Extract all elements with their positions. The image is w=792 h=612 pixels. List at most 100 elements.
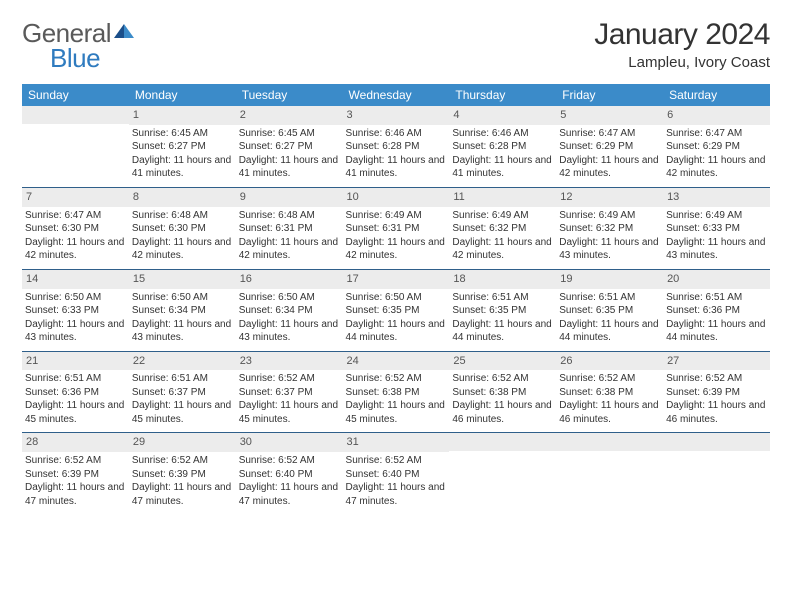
sunrise-line: Sunrise: 6:50 AM <box>25 291 126 305</box>
daylight-line: Daylight: 11 hours and 47 minutes. <box>346 481 447 508</box>
day-number: 29 <box>129 433 236 452</box>
month-title: January 2024 <box>594 18 770 52</box>
day-number: 4 <box>449 106 556 125</box>
day-cell: 8Sunrise: 6:48 AMSunset: 6:30 PMDaylight… <box>129 187 236 269</box>
day-cell: 10Sunrise: 6:49 AMSunset: 6:31 PMDayligh… <box>343 187 450 269</box>
day-number: 22 <box>129 352 236 371</box>
sunset-line: Sunset: 6:30 PM <box>132 222 233 236</box>
day-number: 13 <box>663 188 770 207</box>
day-number: 18 <box>449 270 556 289</box>
day-number: 16 <box>236 270 343 289</box>
day-cell: 12Sunrise: 6:49 AMSunset: 6:32 PMDayligh… <box>556 187 663 269</box>
daylight-line: Daylight: 11 hours and 43 minutes. <box>559 236 660 263</box>
day-cell: 21Sunrise: 6:51 AMSunset: 6:36 PMDayligh… <box>22 351 129 433</box>
sunset-line: Sunset: 6:38 PM <box>346 386 447 400</box>
empty-day <box>22 106 129 124</box>
day-number: 14 <box>22 270 129 289</box>
daylight-line: Daylight: 11 hours and 46 minutes. <box>452 399 553 426</box>
sunset-line: Sunset: 6:33 PM <box>666 222 767 236</box>
daylight-line: Daylight: 11 hours and 45 minutes. <box>239 399 340 426</box>
daylight-line: Daylight: 11 hours and 42 minutes. <box>346 236 447 263</box>
sunrise-line: Sunrise: 6:52 AM <box>346 454 447 468</box>
day-cell: 6Sunrise: 6:47 AMSunset: 6:29 PMDaylight… <box>663 106 770 187</box>
sunrise-line: Sunrise: 6:52 AM <box>239 454 340 468</box>
daylight-line: Daylight: 11 hours and 45 minutes. <box>25 399 126 426</box>
day-cell: 19Sunrise: 6:51 AMSunset: 6:35 PMDayligh… <box>556 269 663 351</box>
day-cell: 13Sunrise: 6:49 AMSunset: 6:33 PMDayligh… <box>663 187 770 269</box>
daylight-line: Daylight: 11 hours and 41 minutes. <box>346 154 447 181</box>
col-friday: Friday <box>556 84 663 106</box>
day-number: 9 <box>236 188 343 207</box>
day-number: 5 <box>556 106 663 125</box>
sunset-line: Sunset: 6:28 PM <box>346 140 447 154</box>
day-number: 25 <box>449 352 556 371</box>
title-block: January 2024 Lampleu, Ivory Coast <box>594 18 770 71</box>
day-cell: 22Sunrise: 6:51 AMSunset: 6:37 PMDayligh… <box>129 351 236 433</box>
day-number: 1 <box>129 106 236 125</box>
sunset-line: Sunset: 6:40 PM <box>239 468 340 482</box>
daylight-line: Daylight: 11 hours and 44 minutes. <box>452 318 553 345</box>
daylight-line: Daylight: 11 hours and 42 minutes. <box>559 154 660 181</box>
table-row: 1Sunrise: 6:45 AMSunset: 6:27 PMDaylight… <box>22 106 770 187</box>
header: GeneralBlue January 2024 Lampleu, Ivory … <box>22 18 770 74</box>
day-number: 2 <box>236 106 343 125</box>
sunrise-line: Sunrise: 6:45 AM <box>239 127 340 141</box>
day-cell: 25Sunrise: 6:52 AMSunset: 6:38 PMDayligh… <box>449 351 556 433</box>
sunset-line: Sunset: 6:39 PM <box>132 468 233 482</box>
day-number: 8 <box>129 188 236 207</box>
sunset-line: Sunset: 6:38 PM <box>559 386 660 400</box>
day-number: 24 <box>343 352 450 371</box>
sunset-line: Sunset: 6:31 PM <box>346 222 447 236</box>
col-monday: Monday <box>129 84 236 106</box>
daylight-line: Daylight: 11 hours and 41 minutes. <box>452 154 553 181</box>
sunrise-line: Sunrise: 6:48 AM <box>132 209 233 223</box>
daylight-line: Daylight: 11 hours and 43 minutes. <box>239 318 340 345</box>
sunrise-line: Sunrise: 6:46 AM <box>452 127 553 141</box>
sunrise-line: Sunrise: 6:49 AM <box>666 209 767 223</box>
sunrise-line: Sunrise: 6:49 AM <box>559 209 660 223</box>
sunrise-line: Sunrise: 6:47 AM <box>666 127 767 141</box>
sunset-line: Sunset: 6:27 PM <box>132 140 233 154</box>
sunrise-line: Sunrise: 6:50 AM <box>239 291 340 305</box>
daylight-line: Daylight: 11 hours and 44 minutes. <box>666 318 767 345</box>
day-cell: 26Sunrise: 6:52 AMSunset: 6:38 PMDayligh… <box>556 351 663 433</box>
day-number: 30 <box>236 433 343 452</box>
empty-day <box>556 433 663 451</box>
brand-triangle-icon <box>114 24 134 43</box>
brand-word2: Blue <box>50 43 134 74</box>
daylight-line: Daylight: 11 hours and 45 minutes. <box>132 399 233 426</box>
daylight-line: Daylight: 11 hours and 41 minutes. <box>239 154 340 181</box>
table-row: 21Sunrise: 6:51 AMSunset: 6:36 PMDayligh… <box>22 351 770 433</box>
day-header-row: Sunday Monday Tuesday Wednesday Thursday… <box>22 84 770 106</box>
sunrise-line: Sunrise: 6:45 AM <box>132 127 233 141</box>
sunset-line: Sunset: 6:28 PM <box>452 140 553 154</box>
empty-day <box>663 433 770 451</box>
sunrise-line: Sunrise: 6:47 AM <box>559 127 660 141</box>
sunrise-line: Sunrise: 6:51 AM <box>559 291 660 305</box>
daylight-line: Daylight: 11 hours and 47 minutes. <box>25 481 126 508</box>
day-cell: 17Sunrise: 6:50 AMSunset: 6:35 PMDayligh… <box>343 269 450 351</box>
calendar-table: Sunday Monday Tuesday Wednesday Thursday… <box>22 84 770 514</box>
table-row: 7Sunrise: 6:47 AMSunset: 6:30 PMDaylight… <box>22 187 770 269</box>
sunrise-line: Sunrise: 6:50 AM <box>346 291 447 305</box>
day-cell: 9Sunrise: 6:48 AMSunset: 6:31 PMDaylight… <box>236 187 343 269</box>
day-number: 7 <box>22 188 129 207</box>
daylight-line: Daylight: 11 hours and 42 minutes. <box>666 154 767 181</box>
day-cell: 4 Sunrise: 6:46 AMSunset: 6:28 PMDaylight… <box>449 106 556 187</box>
table-row: 28Sunrise: 6:52 AMSunset: 6:39 PMDayligh… <box>22 433 770 514</box>
day-cell <box>556 433 663 514</box>
day-cell: 27Sunrise: 6:52 AMSunset: 6:39 PMDayligh… <box>663 351 770 433</box>
day-cell: 20Sunrise: 6:51 AMSunset: 6:36 PMDayligh… <box>663 269 770 351</box>
day-cell: 31Sunrise: 6:52 AMSunset: 6:40 PMDayligh… <box>343 433 450 514</box>
sunset-line: Sunset: 6:30 PM <box>25 222 126 236</box>
sunset-line: Sunset: 6:36 PM <box>666 304 767 318</box>
daylight-line: Daylight: 11 hours and 42 minutes. <box>239 236 340 263</box>
day-number: 6 <box>663 106 770 125</box>
day-cell: 11Sunrise: 6:49 AMSunset: 6:32 PMDayligh… <box>449 187 556 269</box>
day-cell: 1Sunrise: 6:45 AMSunset: 6:27 PMDaylight… <box>129 106 236 187</box>
sunrise-line: Sunrise: 6:52 AM <box>559 372 660 386</box>
day-cell: 15Sunrise: 6:50 AMSunset: 6:34 PMDayligh… <box>129 269 236 351</box>
day-cell <box>663 433 770 514</box>
daylight-line: Daylight: 11 hours and 43 minutes. <box>132 318 233 345</box>
sunset-line: Sunset: 6:37 PM <box>132 386 233 400</box>
